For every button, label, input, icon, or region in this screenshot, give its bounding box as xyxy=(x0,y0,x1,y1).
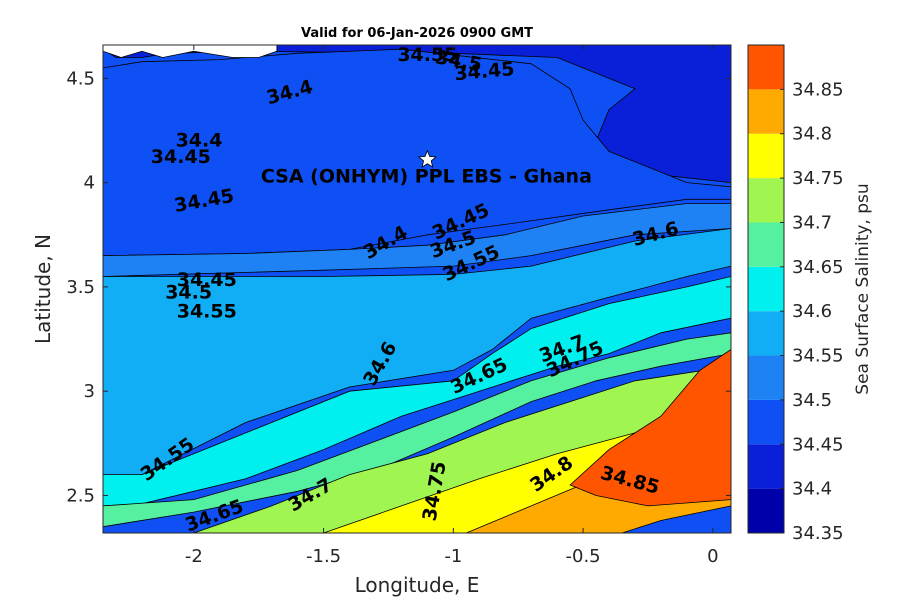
contour-band-34_85 xyxy=(569,349,731,507)
colorbar-swatch xyxy=(748,89,784,134)
contour-band-34_6 xyxy=(103,276,731,507)
colorbar-tick-label: 34.85 xyxy=(792,79,844,100)
colorbar-swatch xyxy=(748,266,784,312)
colorbar-swatch xyxy=(748,222,784,267)
axes-frame xyxy=(102,44,732,534)
colorbar-swatch xyxy=(748,444,784,489)
colorbar-swatch xyxy=(748,311,784,356)
y-axis: 2.5 3 3.5 4 4.5 xyxy=(66,68,731,506)
site-star-icon xyxy=(417,149,437,168)
colorbar-tick-label: 34.6 xyxy=(792,301,832,322)
colorbar-swatch xyxy=(748,133,784,179)
contour-label: 34.45 xyxy=(177,269,237,291)
contour-band-34_55 xyxy=(103,228,731,486)
x-axis: -2 -1.5 -1 -0.5 0 xyxy=(185,45,719,567)
colorbar-tick-label: 34.55 xyxy=(792,346,844,367)
contour-label: 34.45 xyxy=(454,58,516,85)
contour-label: 34.5 xyxy=(165,282,212,304)
colorbar-tick-label: 34.65 xyxy=(792,257,844,278)
colorbar-tick-label: 34.75 xyxy=(792,168,844,189)
x-tick-label: -1.5 xyxy=(306,546,341,567)
contour-field xyxy=(103,45,731,533)
contour-band-34_5 xyxy=(103,203,731,277)
contour-label: 34.4 xyxy=(176,129,223,151)
site-marker-group: CSA (ONHYM) PPL EBS - Ghana xyxy=(261,149,592,188)
contour-label: 34.55 xyxy=(397,44,457,66)
colorbar-tick-label: 34.5 xyxy=(792,390,832,411)
y-tick-label: 4.5 xyxy=(66,68,95,89)
contour-band-34_65 xyxy=(103,332,731,528)
colorbar-swatch xyxy=(748,355,784,400)
site-label: CSA (ONHYM) PPL EBS - Ghana xyxy=(261,166,592,188)
x-axis-label: Longitude, E xyxy=(355,573,480,597)
colorbar-tick-label: 34.8 xyxy=(792,124,832,145)
colorbar-tick-label: 34.45 xyxy=(792,434,844,455)
no-data-region xyxy=(103,45,278,58)
x-tick-label: -0.5 xyxy=(566,546,601,567)
contour-label: 34.55 xyxy=(177,300,237,322)
colorbar-swatch xyxy=(748,488,784,533)
colorbar-swatch xyxy=(748,399,784,445)
colorbar-tick-label: 34.7 xyxy=(792,212,832,233)
colorbar-frame xyxy=(747,44,785,534)
colorbar-tick-label: 34.4 xyxy=(792,479,832,500)
y-axis-label: Latitude, N xyxy=(31,234,55,344)
y-tick-label: 2.5 xyxy=(66,485,95,506)
colorbar: 34.35 34.4 34.45 34.5 34.55 34.6 34.65 34.7 34.7… xyxy=(747,44,844,544)
y-tick-label: 3 xyxy=(84,381,95,402)
y-tick-label: 3.5 xyxy=(66,277,95,298)
y-tick-label: 4 xyxy=(84,173,95,194)
chart-title: Valid for 06-Jan-2026 0900 GMT xyxy=(301,26,533,41)
colorbar-tick-label: 34.35 xyxy=(792,523,844,544)
contour-label: 34.45 xyxy=(151,146,211,168)
x-tick-label: -2 xyxy=(185,546,203,567)
colorbar-swatch xyxy=(748,45,784,90)
colorbar-label: Sea Surface Salinity, psu xyxy=(853,183,873,394)
contour-band-34_4 xyxy=(103,45,731,184)
contour-band-34_45 xyxy=(103,48,731,257)
x-tick-label: 0 xyxy=(707,546,718,567)
colorbar-swatch xyxy=(748,178,784,223)
x-tick-label: -1 xyxy=(444,546,462,567)
